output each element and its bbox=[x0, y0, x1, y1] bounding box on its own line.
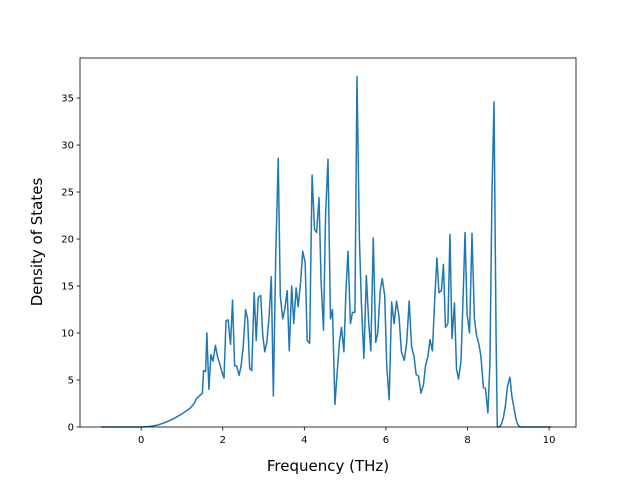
y-tick-label: 30 bbox=[61, 141, 74, 152]
y-tick-label: 5 bbox=[68, 376, 74, 387]
x-tick-label: 0 bbox=[138, 435, 144, 446]
plot-frame bbox=[79, 57, 577, 428]
x-tick-label: 2 bbox=[220, 435, 226, 446]
x-tick-label: 6 bbox=[383, 435, 389, 446]
y-tick-label: 0 bbox=[68, 423, 74, 434]
y-tick-label: 20 bbox=[61, 235, 74, 246]
x-tick-label: 10 bbox=[543, 435, 556, 446]
x-tick-label: 4 bbox=[301, 435, 307, 446]
dos-line bbox=[101, 75, 552, 428]
y-tick-label: 15 bbox=[61, 282, 74, 293]
x-tick-label: 8 bbox=[464, 435, 470, 446]
y-tick-label: 25 bbox=[61, 188, 74, 199]
y-axis-label: Density of States bbox=[28, 178, 46, 307]
y-tick-label: 35 bbox=[61, 94, 74, 105]
x-axis-label: Frequency (THz) bbox=[267, 457, 389, 475]
y-tick-label: 10 bbox=[61, 329, 74, 340]
